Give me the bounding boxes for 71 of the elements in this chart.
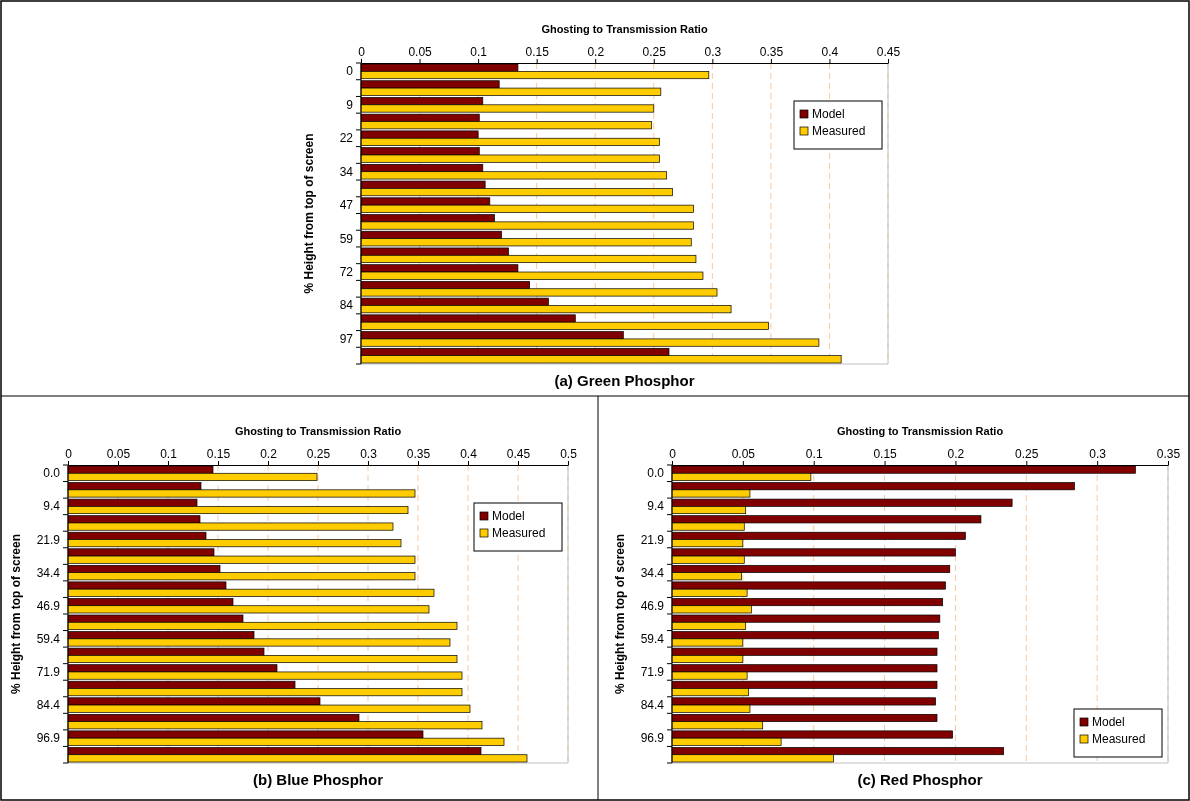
x-tick-label: 0: [65, 447, 73, 461]
x-tick-label: 0.25: [642, 45, 667, 59]
y-tick-label: 0: [346, 64, 354, 79]
legend-label: Model: [492, 509, 525, 523]
y-tick-label: 0.0: [43, 466, 61, 481]
y-tick-label: 34.4: [640, 565, 665, 580]
x-axis-title: Ghosting to Transmission Ratio: [836, 425, 1004, 437]
text: (c) Red Phosphor: [857, 771, 983, 788]
x-tick-label: 0: [669, 447, 677, 461]
y-tick-label: 84: [339, 298, 354, 313]
y-tick-label: 59: [339, 231, 354, 246]
x-tick-label: 0.4: [460, 447, 478, 461]
y-axis-title: % Height from top of screen: [613, 533, 627, 695]
x-axis-title: Ghosting to Transmission Ratio: [234, 425, 402, 437]
x-tick-label: 0.15: [873, 447, 898, 461]
y-tick-label: 9: [346, 97, 354, 112]
x-tick-label: 0.05: [408, 45, 433, 59]
y-tick-label: 46.9: [640, 598, 665, 613]
x-tick-label: 0.35: [1156, 447, 1181, 461]
legend-label: Model: [812, 107, 845, 121]
x-tick-label: 0.4: [821, 45, 839, 59]
x-tick-label: 0.3: [360, 447, 378, 461]
y-tick-label: 9.4: [647, 499, 665, 514]
x-tick-label: 0.2: [587, 45, 605, 59]
y-tick-label: 47: [339, 198, 354, 213]
y-tick-label: 46.9: [36, 598, 61, 613]
y-axis-title: % Height from top of screen: [302, 133, 316, 294]
y-tick-label: 84.4: [640, 698, 665, 713]
y-tick-label: 21.9: [640, 532, 665, 547]
y-axis-title: % Height from top of screen: [9, 533, 23, 695]
text: (a) Green Phosphor: [554, 372, 695, 389]
y-tick-label: 59.4: [36, 631, 61, 646]
y-tick-label: 71.9: [36, 664, 61, 679]
x-tick-label: 0.1: [805, 447, 823, 461]
legend-label: Model: [1092, 715, 1125, 729]
x-tick-label: 0.3: [704, 45, 722, 59]
x-axis-title: Ghosting to Transmission Ratio: [541, 23, 708, 35]
y-tick-label: 59.4: [640, 631, 665, 646]
x-tick-label: 0.05: [731, 447, 756, 461]
y-tick-label: 71.9: [640, 664, 665, 679]
legend-label: Measured: [812, 124, 866, 138]
x-tick-label: 0.35: [759, 45, 784, 59]
x-tick-label: 0.5: [560, 447, 578, 461]
x-tick-label: 0.45: [876, 45, 901, 59]
y-tick-label: 84.4: [36, 698, 61, 713]
x-tick-label: 0.15: [525, 45, 550, 59]
x-tick-label: 0.25: [1015, 447, 1039, 461]
y-tick-label: 97: [339, 331, 354, 346]
y-tick-label: 72: [339, 265, 354, 280]
y-tick-label: 9.4: [43, 499, 61, 514]
y-tick-label: 34: [339, 164, 354, 179]
x-tick-label: 0.45: [506, 447, 531, 461]
x-tick-label: 0.2: [947, 447, 965, 461]
y-tick-label: 0.0: [647, 466, 665, 481]
x-tick-label: 0.1: [160, 447, 178, 461]
x-tick-label: 0.35: [406, 447, 431, 461]
x-tick-label: 0.3: [1089, 447, 1107, 461]
y-tick-label: 96.9: [640, 731, 665, 746]
y-tick-label: 21.9: [36, 532, 61, 547]
legend-label: Measured: [1092, 732, 1146, 746]
x-tick-label: 0.15: [206, 447, 231, 461]
x-tick-label: 0.25: [306, 447, 331, 461]
x-tick-label: 0.05: [106, 447, 131, 461]
y-tick-label: 34.4: [36, 565, 61, 580]
y-tick-label: 96.9: [36, 731, 61, 746]
y-tick-label: 22: [339, 131, 354, 146]
legend-label: Measured: [492, 526, 546, 540]
text: (b) Blue Phosphor: [253, 771, 384, 788]
x-tick-label: 0.1: [470, 45, 488, 59]
x-tick-label: 0.2: [260, 447, 278, 461]
x-tick-label: 0: [358, 45, 366, 59]
